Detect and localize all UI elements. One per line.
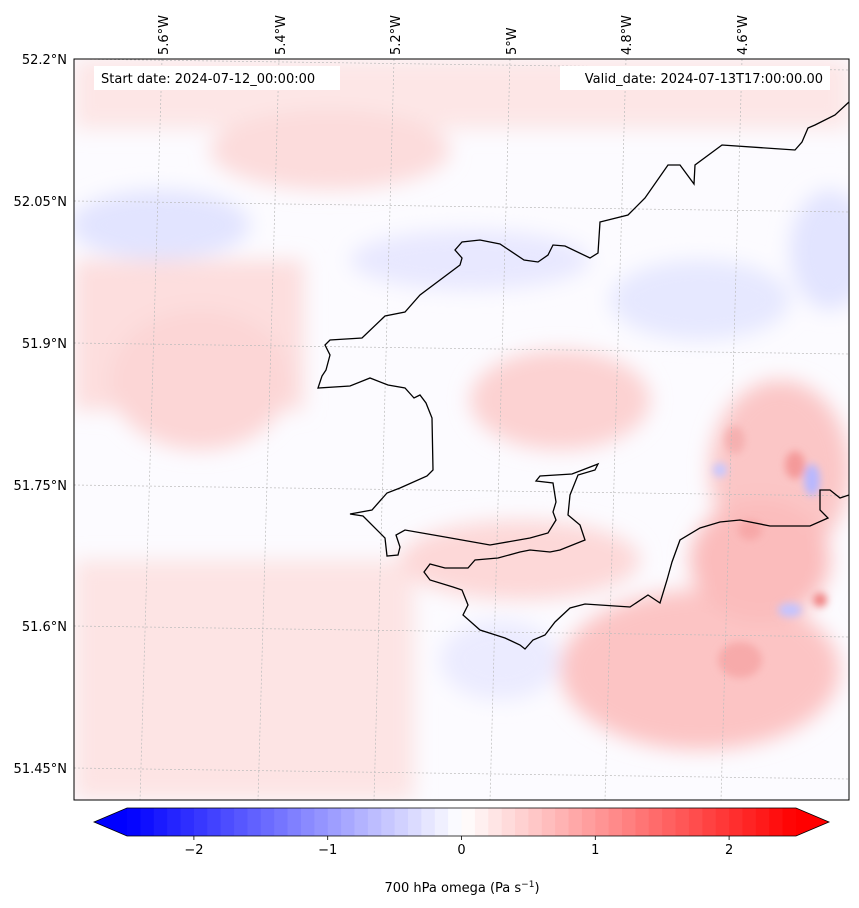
colorbar-segment — [207, 808, 222, 836]
colorbar-segment — [127, 808, 141, 836]
colorbar-segment — [140, 808, 155, 836]
colorbar-segment — [595, 808, 610, 836]
colorbar-segment — [501, 808, 516, 836]
colorbar-segment — [274, 808, 289, 836]
colorbar-segment — [769, 808, 784, 836]
colorbar-segment — [608, 808, 623, 836]
colorbar-label: 700 hPa omega (Pa s−1) — [384, 880, 539, 896]
colorbar-segment — [635, 808, 650, 836]
colorbar-extend-min — [94, 808, 127, 836]
valid-date-label: Valid_date: 2024-07-13T17:00:00.00 — [585, 72, 823, 87]
colorbar-segment — [528, 808, 543, 836]
coastline — [317, 101, 849, 650]
lon-label: 4.6°W — [736, 15, 751, 55]
colorbar-segment — [688, 808, 703, 836]
colorbar-segment — [515, 808, 529, 836]
colorbar-segment — [153, 808, 168, 836]
colorbar-segment — [648, 808, 663, 836]
map-frame — [73, 58, 850, 801]
colorbar-segment — [755, 808, 770, 836]
lat-label: 52.05°N — [14, 195, 67, 210]
colorbar-segment — [742, 808, 757, 836]
colorbar-segment — [448, 808, 462, 836]
colorbar-segment — [327, 808, 342, 836]
colorbar-segment — [407, 808, 422, 836]
colorbar-tick-label: 2 — [725, 843, 733, 858]
lat-label: 51.6°N — [22, 620, 67, 635]
lat-label: 51.9°N — [22, 337, 67, 352]
colorbar-segment — [568, 808, 583, 836]
longitude-labels: 5.6°W 5.4°W 5.2°W 5°W 4.8°W 4.6°W — [157, 15, 751, 55]
colorbar-segment — [622, 808, 636, 836]
lon-label: 5.6°W — [157, 15, 172, 55]
start-date-label: Start date: 2024-07-12_00:00:00 — [101, 72, 315, 87]
colorbar-segment — [367, 808, 382, 836]
colorbar: −2 −1 0 1 2 700 hPa omega (Pa s−1) — [92, 807, 831, 896]
map-panel: Start date: 2024-07-12_00:00:00 Valid_da… — [73, 58, 850, 801]
colorbar-segment — [247, 808, 262, 836]
lat-label: 51.75°N — [14, 479, 67, 494]
colorbar-segment — [461, 808, 476, 836]
colorbar-segment — [729, 808, 743, 836]
colorbar-segment — [662, 808, 677, 836]
colorbar-segment — [220, 808, 235, 836]
colorbar-tick-label: 1 — [591, 843, 599, 858]
colorbar-segment — [702, 808, 717, 836]
colorbar-segment — [421, 808, 436, 836]
colorbar-tick-label: 0 — [457, 843, 465, 858]
lat-label: 52.2°N — [22, 53, 67, 68]
colorbar-segment — [287, 808, 302, 836]
colorbar-gradient — [127, 808, 797, 836]
colorbar-segment — [675, 808, 690, 836]
colorbar-segment — [581, 808, 596, 836]
colorbar-segment — [314, 808, 329, 836]
colorbar-segment — [234, 808, 248, 836]
colorbar-outline — [92, 807, 831, 837]
colorbar-segment — [474, 808, 489, 836]
colorbar-segment — [341, 808, 355, 836]
colorbar-segment — [260, 808, 275, 836]
colorbar-segment — [555, 808, 570, 836]
lon-label: 4.8°W — [620, 15, 635, 55]
colorbar-ticks: −2 −1 0 1 2 — [184, 836, 733, 858]
colorbar-segment — [488, 808, 503, 836]
colorbar-extend-max — [796, 808, 829, 836]
colorbar-segment — [300, 808, 315, 836]
colorbar-segment — [541, 808, 556, 836]
colorbar-segment — [180, 808, 195, 836]
lon-label: 5.4°W — [274, 15, 289, 55]
colorbar-segment — [167, 808, 182, 836]
valid-date-box — [560, 66, 830, 90]
colorbar-tick-label: −2 — [184, 843, 203, 858]
colorbar-segment — [715, 808, 730, 836]
lon-label: 5.2°W — [389, 15, 404, 55]
colorbar-segment — [782, 808, 797, 836]
colorbar-segment — [193, 808, 208, 836]
start-date-box — [94, 66, 340, 90]
latitude-labels: 52.2°N 52.05°N 51.9°N 51.75°N 51.6°N 51.… — [14, 53, 67, 777]
lon-label: 5°W — [505, 27, 520, 55]
colorbar-segment — [381, 808, 396, 836]
colorbar-tick-label: −1 — [318, 843, 337, 858]
colorbar-segment — [434, 808, 449, 836]
colorbar-segment — [354, 808, 369, 836]
colorbar-segment — [394, 808, 409, 836]
lat-label: 51.45°N — [14, 762, 67, 777]
